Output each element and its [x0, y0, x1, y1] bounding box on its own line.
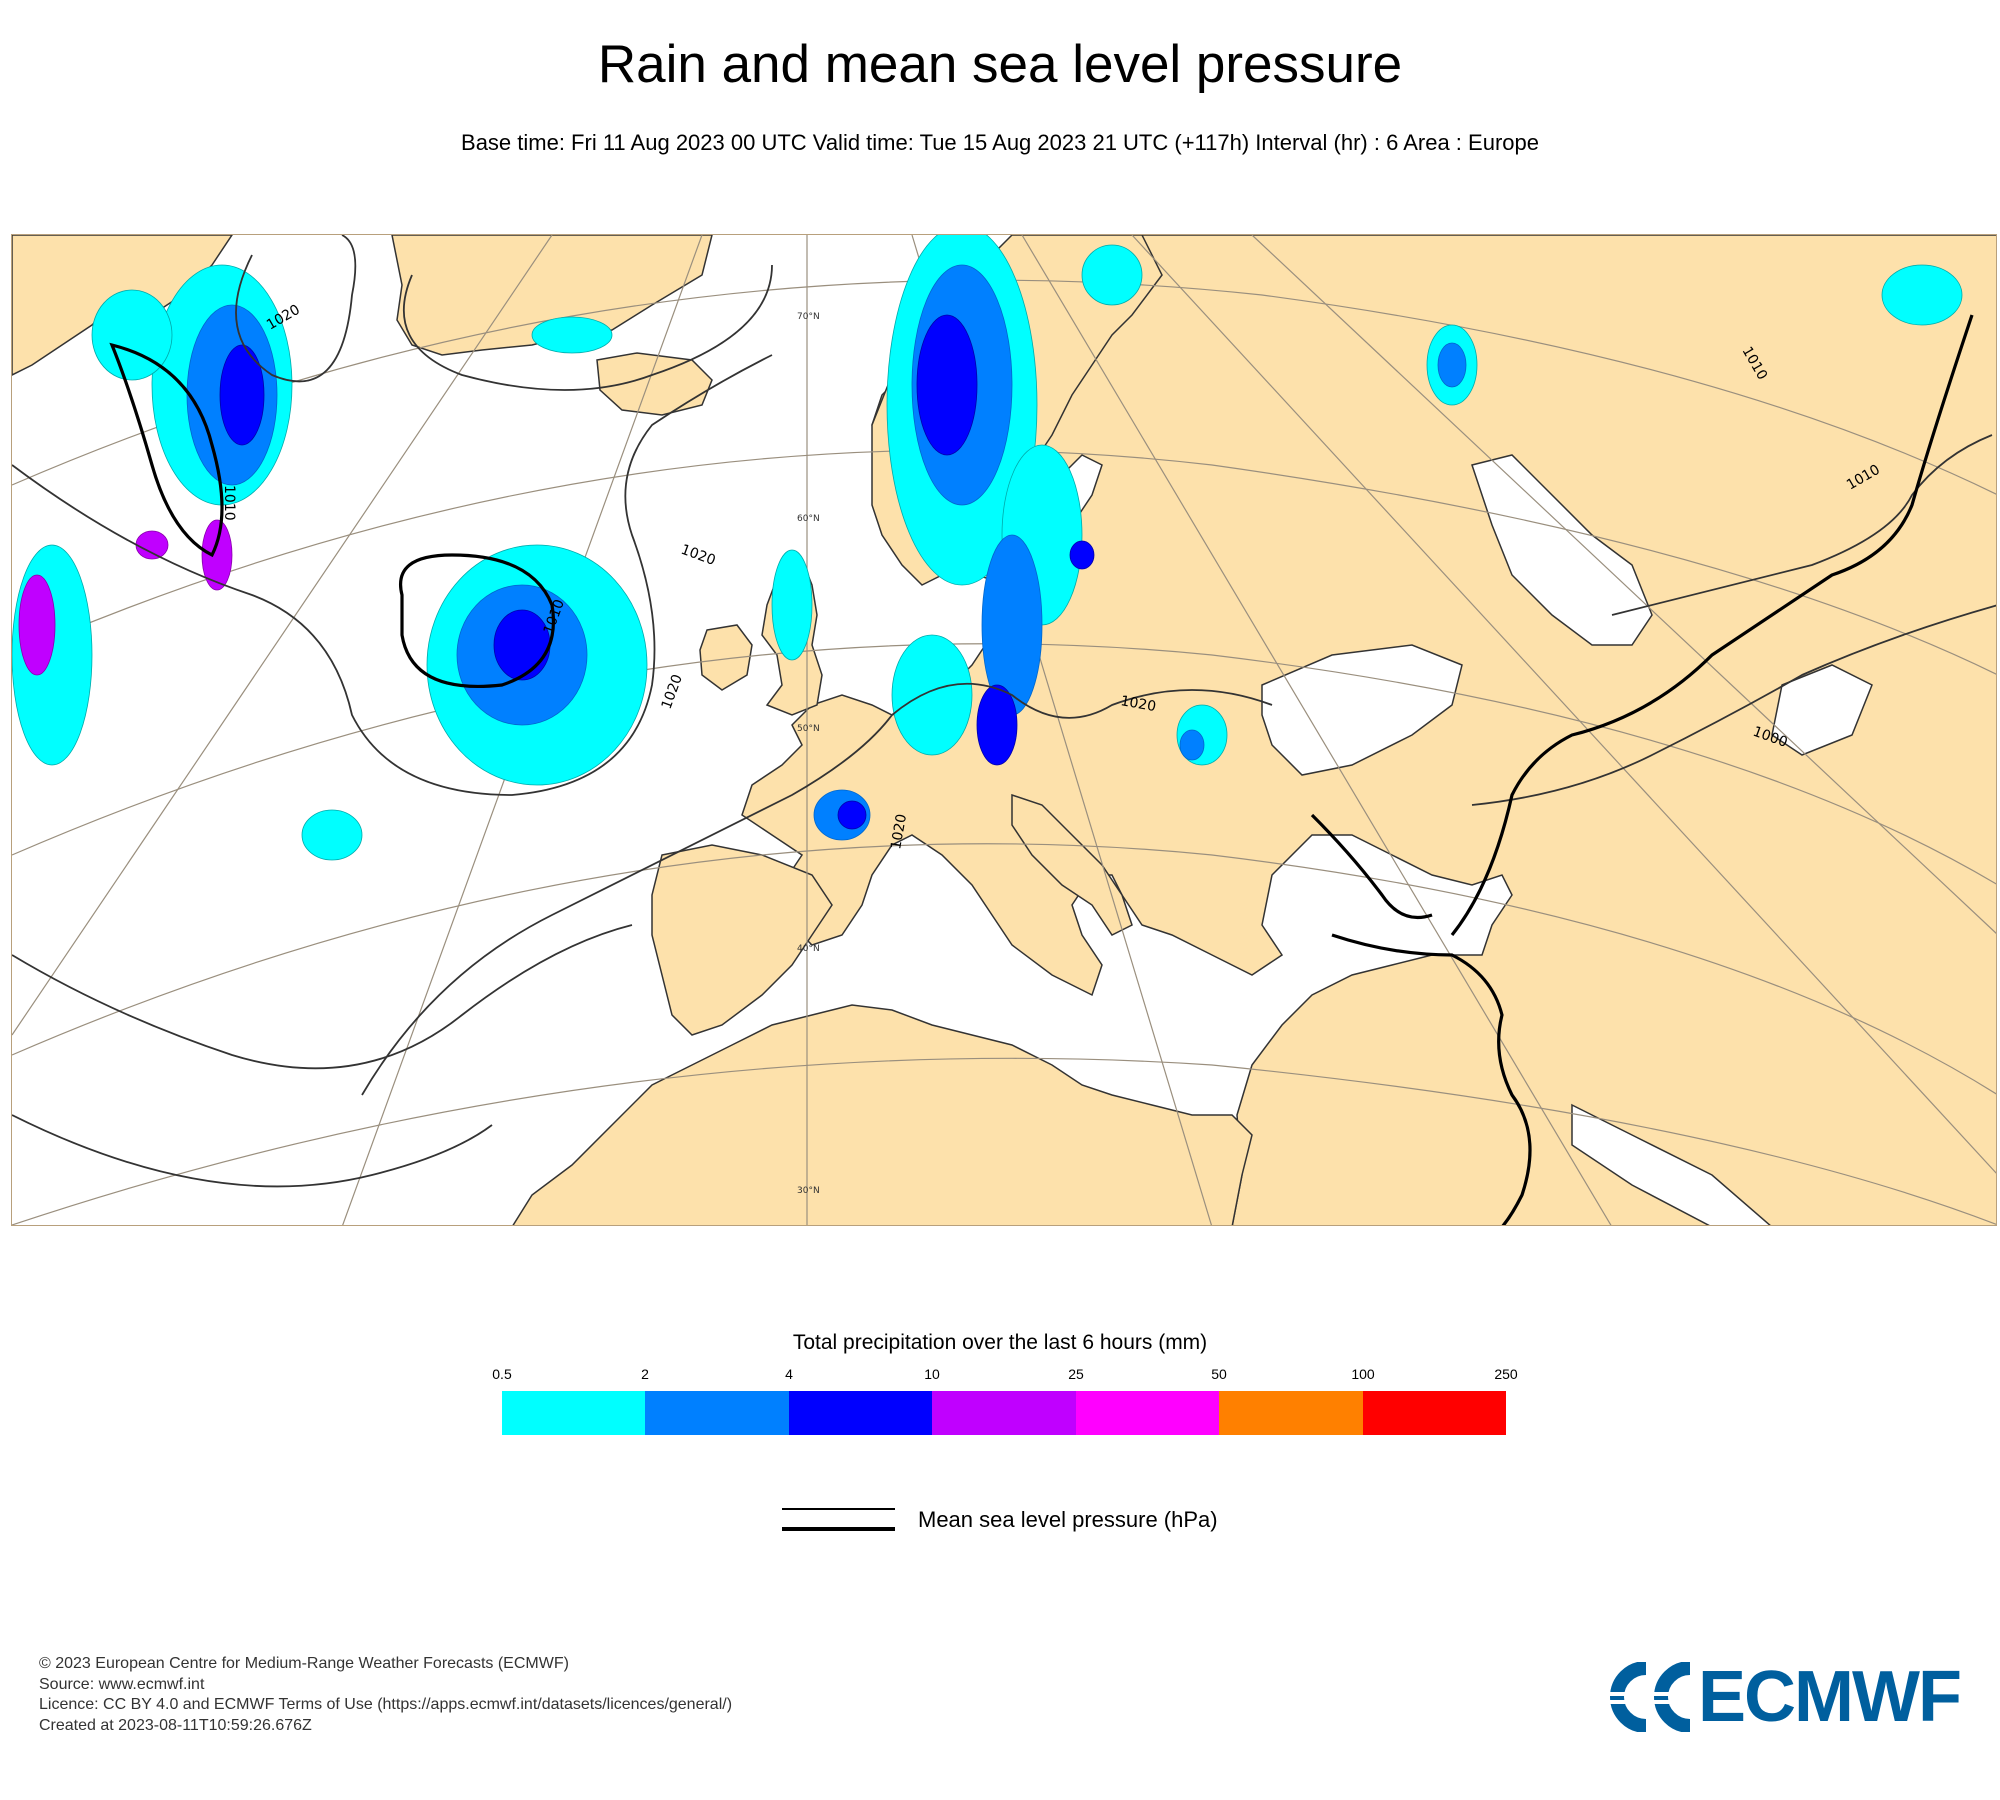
isobar-1010-iceland: [109, 342, 224, 558]
ecmwf-logo: ECMWF: [1594, 1657, 1974, 1737]
lat-70: [12, 279, 1996, 495]
isobar-1010-mideast: [1331, 933, 1532, 1225]
isobar-1010-turkey: [1310, 813, 1433, 920]
source-line: Source: www.ecmwf.int: [39, 1675, 205, 1693]
lat-label-50: 50°N: [797, 724, 820, 734]
precip-dark-blue: [219, 314, 1095, 830]
black-sea: [1261, 644, 1463, 776]
pressure-legend: Mean sea level pressure (hPa): [782, 1505, 1282, 1535]
meridian-e30: [1131, 235, 1996, 1174]
pressure-line-thin: [782, 1508, 895, 1510]
colorbar-segment: [788, 1391, 933, 1435]
meridian-e20: [1021, 235, 1612, 1225]
colorbar-tick: 2: [641, 1366, 649, 1382]
map-panel: 70°N 60°N 50°N 40°N 30°N: [11, 234, 1997, 1226]
lat-60: [12, 449, 1996, 675]
caspian-sea: [1471, 454, 1653, 646]
colorbar-ticks: 0.5 2 4 10 25 50 100 250: [0, 1366, 2000, 1386]
licence-line: Licence: CC BY 4.0 and ECMWF Terms of Us…: [39, 1696, 733, 1713]
isobar-1010-east: [1611, 434, 1993, 616]
colorbar-tick: 0.5: [492, 1366, 512, 1382]
colorbar-tick: 10: [924, 1366, 940, 1382]
isobar-label-3: 1020: [679, 542, 718, 569]
europe-map: 70°N 60°N 50°N 40°N 30°N: [12, 235, 1996, 1225]
latitude-labels: 70°N 60°N 50°N 40°N 30°N: [797, 312, 820, 1196]
isobars-thin: [12, 235, 1996, 1188]
land-iceland: [596, 352, 713, 416]
land-iberia: [651, 844, 833, 1036]
aral-region-sea: [1771, 664, 1873, 756]
isobar-1020-northwest: [235, 235, 357, 383]
colorbar-tick: 25: [1068, 1366, 1084, 1382]
colorbar-tick: 4: [785, 1366, 793, 1382]
isobar-label-7: 1020: [888, 813, 910, 851]
land-ireland: [699, 624, 753, 691]
isobar-1020-europe: [361, 682, 1273, 1096]
persian-gulf: [1571, 1103, 1771, 1225]
precip-colorbar: [502, 1391, 1506, 1435]
colorbar-segment: [932, 1391, 1076, 1435]
isobar-1010-caspian: [1450, 314, 1974, 936]
meridian-w20: [12, 235, 553, 1036]
lat-label-70: 70°N: [797, 312, 820, 322]
isobar-1000-east: [1471, 604, 1996, 806]
isobar-1020-greenland: [403, 264, 773, 391]
ecmwf-logo-text: ECMWF: [1698, 1657, 1962, 1737]
isobar-1020-atlantic: [12, 354, 773, 796]
ecmwf-logo-mark-icon: [1608, 1661, 1691, 1733]
chart-subtitle: Base time: Fri 11 Aug 2023 00 UTC Valid …: [461, 130, 1539, 155]
colorbar-segment: [645, 1391, 789, 1435]
graticule: [12, 235, 1996, 1225]
isobar-label-2: 1010: [221, 485, 237, 521]
land-greenland: [391, 235, 713, 356]
chart-title: Rain and mean sea level pressure: [597, 35, 1403, 94]
colorbar-segment: [1219, 1391, 1363, 1435]
footer-credits: © 2023 European Centre for Medium-Range …: [39, 1654, 732, 1736]
precip-purple: [18, 519, 233, 676]
isobar-1010-low: [399, 553, 555, 688]
pressure-legend-label: Mean sea level pressure (hPa): [918, 1507, 1218, 1532]
isobar-1020-sw: [12, 1114, 493, 1188]
created-line: Created at 2023-08-11T10:59:26.676Z: [39, 1716, 312, 1734]
lat-label-40: 40°N: [797, 944, 820, 954]
lat-40: [12, 843, 1996, 1095]
isobars-thick: [109, 314, 1974, 1225]
colorbar-tick: 250: [1494, 1366, 1518, 1382]
isobar-label-5: 1020: [659, 672, 686, 711]
precipitation: [12, 235, 1963, 861]
colorbar-tick: 100: [1351, 1366, 1375, 1382]
meridian-e40: [1251, 235, 1996, 934]
lat-label-30: 30°N: [797, 1186, 820, 1196]
lat-label-60: 60°N: [797, 514, 820, 524]
pressure-line-thick: [782, 1527, 895, 1531]
isobar-label-6: 1020: [1119, 693, 1157, 715]
land-north-africa: [512, 1004, 1253, 1225]
colorbar-tick: 50: [1211, 1366, 1227, 1382]
colorbar-segment: [1362, 1391, 1506, 1435]
colorbar-segment: [1075, 1391, 1220, 1435]
lat-30: [12, 1057, 1996, 1225]
copyright-line: © 2023 European Centre for Medium-Range …: [39, 1655, 569, 1672]
colorbar-segment: [502, 1391, 646, 1435]
isobar-1020-south: [12, 924, 633, 1070]
precip-legend-title: Total precipitation over the last 6 hour…: [792, 1331, 1208, 1354]
